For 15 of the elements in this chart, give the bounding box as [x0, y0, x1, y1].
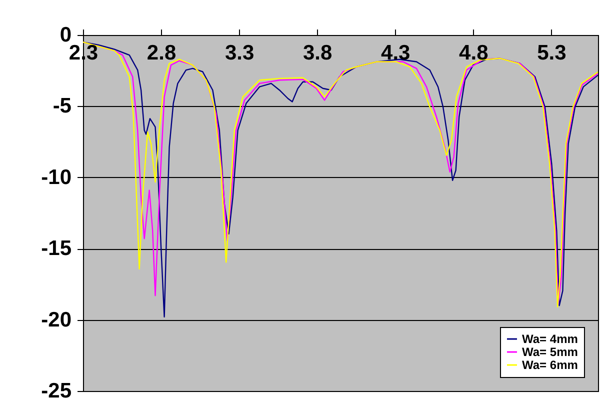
y-tick-label: -5: [52, 94, 72, 118]
legend-label: Wa= 6mm: [522, 358, 578, 372]
y-tick-label: -25: [41, 380, 72, 402]
x-tick-label: 3.3: [224, 42, 254, 64]
y-tick-label: -15: [41, 237, 72, 260]
x-tick-label: 4.8: [459, 42, 489, 64]
legend-label: Wa= 5mm: [522, 345, 578, 359]
y-tick-label: -10: [41, 166, 72, 189]
x-tick-label: 3.8: [302, 42, 333, 64]
y-tick-label: -20: [41, 308, 72, 332]
x-tick-label: 4.3: [381, 42, 410, 64]
x-tick-label: 2.8: [146, 42, 176, 64]
legend-label: Wa= 4mm: [522, 332, 578, 346]
x-tick-label: 5.3: [537, 42, 566, 64]
y-tick-label: 0: [60, 24, 72, 46]
